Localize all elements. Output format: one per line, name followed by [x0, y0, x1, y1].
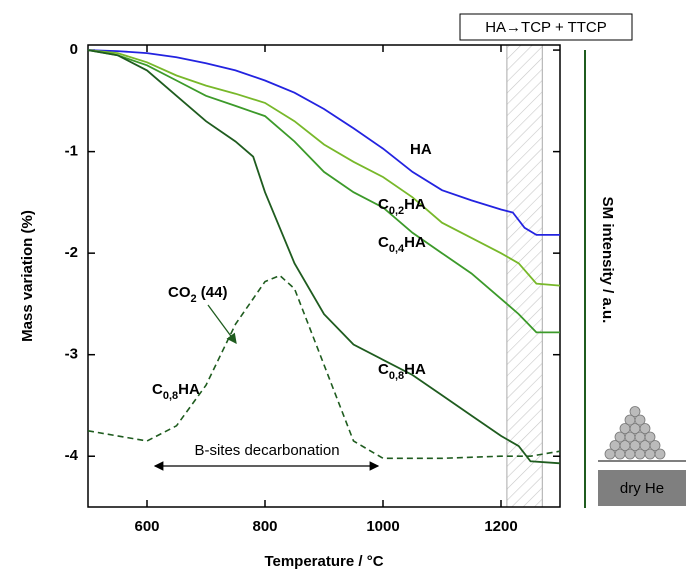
sphere [634, 414, 646, 426]
annotation: C0,8HA [152, 381, 200, 402]
y-tick-label: -3 [65, 346, 78, 363]
annotation: HA→TCP + TTCP [485, 19, 607, 36]
series-label: C0,8HA [378, 361, 426, 382]
y2-axis-title: SM intensity / a.u. [599, 197, 616, 324]
series-label: CO2 (44) [168, 284, 227, 305]
y-tick-label: -4 [65, 447, 79, 464]
x-tick-label: 1000 [366, 518, 399, 535]
sphere [654, 448, 666, 460]
sphere [644, 431, 656, 443]
annotation: B-sites decarbonation [194, 442, 339, 459]
x-axis-title: Temperature / °C [264, 553, 383, 570]
series-label: C0,2HA [378, 196, 426, 217]
annotation-box [459, 13, 633, 41]
x-tick-label: 1200 [484, 518, 517, 535]
plot-frame [87, 44, 561, 508]
shaded-region [506, 44, 543, 508]
series-line [87, 49, 560, 236]
y-axis-title: Mass variation (%) [19, 210, 36, 342]
y-tick-label: -2 [65, 244, 78, 261]
series-label: HA [410, 141, 432, 158]
sample-icon [604, 406, 666, 460]
y-tick-label: 0 [70, 41, 78, 58]
gas-box [598, 470, 686, 506]
series-line [87, 274, 561, 460]
series-line [87, 49, 560, 334]
series-line [87, 49, 561, 287]
sphere [649, 440, 661, 451]
y-tick-label: -1 [65, 143, 78, 160]
annotation: dry He [620, 480, 664, 497]
x-tick-label: 600 [134, 518, 159, 535]
annotation-arrow [207, 304, 237, 345]
series-line [87, 49, 561, 465]
sphere [639, 423, 651, 434]
series-label: C0,4HA [378, 234, 426, 255]
sphere [629, 406, 641, 417]
x-tick-label: 800 [252, 518, 277, 535]
